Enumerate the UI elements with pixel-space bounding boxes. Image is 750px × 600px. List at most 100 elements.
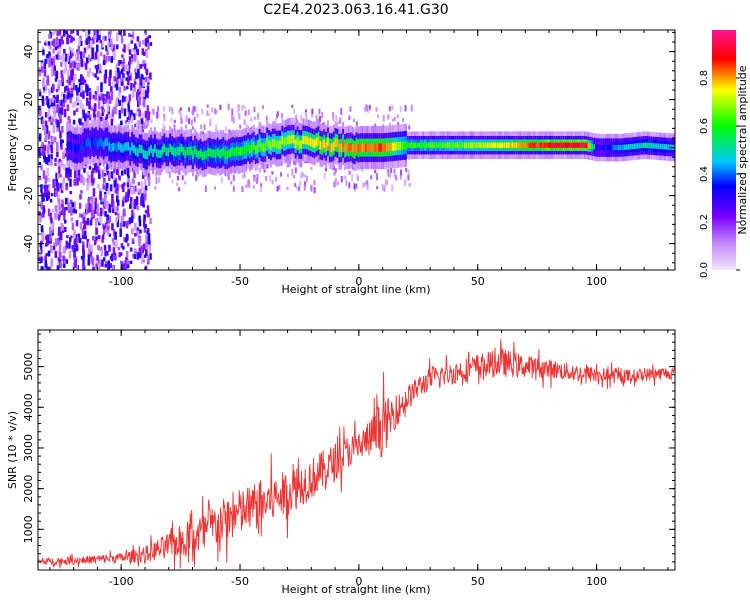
spectrogram-ridge-cell [450,142,453,148]
spectrogram-noise-cell [44,112,48,118]
spectrogram-noise-cell [97,64,100,70]
spectrogram-noise-cell [87,241,91,249]
spectrogram-noise-cell [257,113,260,120]
spectrogram-noise-cell [126,181,130,188]
spectrogram-ridge-cell [309,137,312,147]
spectrogram-noise-cell [143,122,146,130]
spectrogram-ridge-cell [507,142,510,148]
spectrogram-noise-cell [387,171,390,177]
spectrogram-noise-cell [47,130,51,140]
spectrogram-noise-cell [50,68,54,77]
spectrogram-noise-cell [393,170,396,178]
spectrogram-ridge-cell [184,149,187,159]
spectrogram-ridge-cell [648,142,651,149]
spectrogram-noise-cell [49,266,52,270]
spectrogram-ridge-cell [570,142,573,148]
spectrogram-noise-cell [207,112,210,116]
spectrogram-noise-cell [133,113,136,121]
spectrogram-noise-cell [107,41,110,50]
spectrogram-noise-cell [51,136,54,143]
spectrogram-noise-cell [57,160,61,169]
spectrogram-ridge-cell [366,143,369,152]
spectrogram-noise-cell [286,186,289,190]
spectrogram-noise-cell [78,202,82,209]
spectrogram-noise-cell [256,177,259,184]
spectrogram-ridge-cell [414,142,417,148]
spectrogram-ridge-cell [138,144,141,153]
spectrogram-noise-cell [313,179,316,186]
spectrogram-noise-cell [145,50,149,59]
spectrogram-noise-cell [141,39,145,45]
spectrogram-noise-cell [46,145,50,154]
spectrogram-noise-cell [125,191,128,201]
spectrogram-noise-cell [53,38,56,47]
spectrogram-noise-cell [80,190,83,194]
spectrogram-noise-cell [144,178,147,186]
spectrogram-noise-cell [59,261,62,267]
spectrogram-noise-cell [42,79,45,86]
spectrogram-ridge-cell [524,142,527,148]
spectrogram-noise-cell [80,58,83,67]
spectrogram-noise-cell [137,182,141,186]
spectrogram-noise-cell [65,172,68,178]
spectrogram-noise-cell [104,69,108,79]
spectrogram-noise-cell [59,235,62,241]
spectrogram-noise-cell [130,58,133,65]
spectrogram-ridge-cell [532,142,535,148]
y-tick-label: 0 [22,144,35,151]
spectrogram-noise-cell [145,125,148,129]
spectrogram-ridge-cell [636,143,639,149]
spectrogram-ridge-cell [460,142,463,148]
spectrogram-noise-cell [88,91,92,101]
spectrogram-noise-cell [88,203,92,213]
spectrogram-noise-cell [310,166,313,171]
colorbar-tick-label: 0.8 [699,70,710,86]
spectrogram-ridge-cell [370,143,373,152]
spectrogram-noise-cell [61,181,65,191]
spectrogram-noise-cell [57,261,60,269]
spectrogram-noise-cell [76,170,79,178]
spectrogram-ridge-cell [70,141,73,151]
spectrogram-noise-cell [84,62,88,70]
spectrogram-noise-cell [107,55,111,62]
spectrogram-noise-cell [140,118,144,125]
spectrogram-noise-cell [88,87,91,92]
spectrogram-noise-cell [351,174,354,181]
spectrogram-ridge-cell [222,147,225,156]
spectrogram-noise-cell [57,101,60,105]
spectrogram-ridge-cell [545,142,548,148]
spectrogram-noise-cell [112,265,115,270]
spectrogram-noise-cell [62,177,66,183]
spectrogram-noise-cell [247,179,250,186]
spectrogram-ridge-cell [268,140,270,149]
spectrogram-noise-cell [132,113,136,117]
spectrogram-ridge-cell [422,142,425,148]
spectrogram-noise-cell [39,245,43,254]
spectrogram-noise-cell [60,35,64,42]
spectrogram-ridge-cell [323,139,326,148]
spectrogram-noise-cell [115,195,119,203]
spectrogram-noise-cell [67,117,70,127]
spectrogram-noise-cell [39,215,42,223]
spectrogram-noise-cell [95,236,98,241]
spectrogram-ridge-cell [300,140,303,149]
spectrogram-noise-cell [80,85,83,92]
spectrogram-noise-cell [134,52,138,61]
spectrogram-ridge-cell [233,148,236,157]
spectrogram-noise-cell [108,76,111,86]
spectrogram-noise-cell [75,84,78,91]
spectrogram-noise-cell [82,212,86,217]
spectrogram-noise-cell [121,95,125,103]
spectrogram-noise-cell [344,175,347,180]
spectrogram-noise-cell [291,104,294,108]
spectrogram-noise-cell [353,118,356,122]
spectrogram-noise-cell [227,173,230,181]
spectrogram-noise-cell [94,30,97,37]
spectrogram-noise-cell [97,184,100,189]
spectrogram-ridge-cell [140,144,143,154]
spectrogram-noise-cell [72,82,75,91]
spectrogram-noise-cell [49,41,52,50]
spectrogram-ridge-cell [281,135,284,145]
spectrogram-noise-cell [196,113,199,118]
spectrogram-noise-cell [133,199,137,208]
